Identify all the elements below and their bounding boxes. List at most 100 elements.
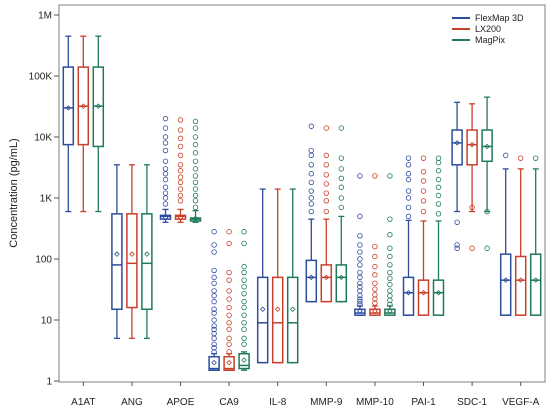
outlier-point xyxy=(454,219,460,225)
x-tick-label: A1AT xyxy=(71,397,95,408)
mean-marker xyxy=(274,306,281,313)
outlier-point xyxy=(387,245,393,251)
outlier-point xyxy=(192,166,199,172)
outlier-point xyxy=(211,267,217,274)
outlier-point xyxy=(357,242,363,248)
outlier-point xyxy=(241,229,247,235)
x-tick-label: VEGF-A xyxy=(502,397,540,408)
iqr-box xyxy=(271,276,284,364)
outlier-point xyxy=(357,256,363,262)
outlier-point xyxy=(162,195,169,201)
outlier-point xyxy=(211,317,217,323)
outlier-point xyxy=(162,140,169,146)
box-item xyxy=(159,115,172,223)
outlier-point xyxy=(323,181,329,187)
iqr-box xyxy=(417,279,430,316)
outlier-point xyxy=(241,335,247,342)
outlier-point xyxy=(357,173,363,179)
x-axis: A1AT ANG APOE CA9 IL-8 MMP-9 MMP-10 PAI-1 SDC-1 V… xyxy=(71,382,540,408)
mean-marker xyxy=(144,251,150,257)
outlier-point xyxy=(211,288,217,294)
outlier-point xyxy=(372,173,378,179)
box-item xyxy=(451,101,463,251)
box-item xyxy=(256,188,269,364)
outlier-point xyxy=(241,320,247,326)
outlier-point xyxy=(226,341,232,347)
iqr-box xyxy=(208,355,220,372)
box-item xyxy=(417,155,430,316)
outlier-point xyxy=(357,280,363,286)
outlier-point xyxy=(435,176,442,183)
outlier-point xyxy=(241,298,247,305)
y-tick-label: 1M xyxy=(38,11,52,22)
outlier-point xyxy=(211,293,217,299)
outlier-point xyxy=(357,301,363,308)
outlier-point xyxy=(338,184,344,190)
outlier-point xyxy=(192,204,199,211)
mean-marker xyxy=(517,277,524,283)
outlier-point xyxy=(420,188,427,194)
outlier-point xyxy=(192,192,199,199)
outlier-point xyxy=(420,168,427,175)
outlier-point xyxy=(357,293,363,299)
iqr-box xyxy=(499,253,512,316)
mean-marker xyxy=(454,140,460,146)
outlier-point xyxy=(357,262,363,268)
mean-marker xyxy=(65,105,72,111)
mean-marker xyxy=(502,277,509,283)
outlier-point xyxy=(177,143,184,150)
outlier-point xyxy=(162,176,169,183)
outlier-point xyxy=(192,179,199,186)
outlier-point xyxy=(162,184,169,190)
series-group xyxy=(77,35,527,372)
outlier-point xyxy=(405,176,412,183)
legend-label: LX200 xyxy=(475,24,501,34)
iqr-box xyxy=(529,253,542,316)
outlier-point xyxy=(323,190,329,196)
outlier-point xyxy=(211,341,217,347)
outlier-point xyxy=(211,249,217,255)
outlier-point xyxy=(226,288,232,294)
outlier-point xyxy=(484,208,490,215)
outlier-point xyxy=(308,188,314,194)
outlier-point xyxy=(387,301,393,308)
outlier-point xyxy=(533,155,539,161)
outlier-point xyxy=(241,284,247,290)
box-item xyxy=(384,173,396,316)
outlier-point xyxy=(308,152,314,159)
outlier-point xyxy=(338,125,344,131)
mean-marker xyxy=(177,214,184,221)
outlier-point xyxy=(387,232,393,238)
outlier-point xyxy=(211,306,217,312)
outlier-point xyxy=(405,171,412,177)
outlier-point xyxy=(192,186,199,192)
y-tick-label: 100K xyxy=(29,72,53,83)
outlier-point xyxy=(405,162,412,168)
box-item xyxy=(369,173,381,316)
outlier-point xyxy=(308,162,314,168)
outlier-point xyxy=(177,179,184,186)
outlier-point xyxy=(211,326,217,333)
y-tick-label: 100 xyxy=(35,255,52,266)
outlier-point xyxy=(435,159,442,166)
series-group xyxy=(62,35,512,372)
outlier-point xyxy=(177,198,184,204)
outlier-point xyxy=(387,253,393,260)
outlier-point xyxy=(469,204,475,211)
outlier-point xyxy=(518,155,524,161)
outlier-point xyxy=(372,253,378,260)
outlier-point xyxy=(211,242,217,248)
outlier-point xyxy=(177,152,184,159)
outlier-point xyxy=(211,335,217,342)
outlier-point xyxy=(357,288,363,294)
outlier-point xyxy=(226,312,232,318)
outlier-point xyxy=(387,262,393,268)
outlier-point xyxy=(211,310,217,316)
outlier-point xyxy=(387,288,393,294)
outlier-point xyxy=(192,125,199,131)
outlier-point xyxy=(405,188,412,194)
outlier-point xyxy=(177,192,184,199)
outlier-point xyxy=(226,296,232,302)
outlier-point xyxy=(405,204,412,211)
